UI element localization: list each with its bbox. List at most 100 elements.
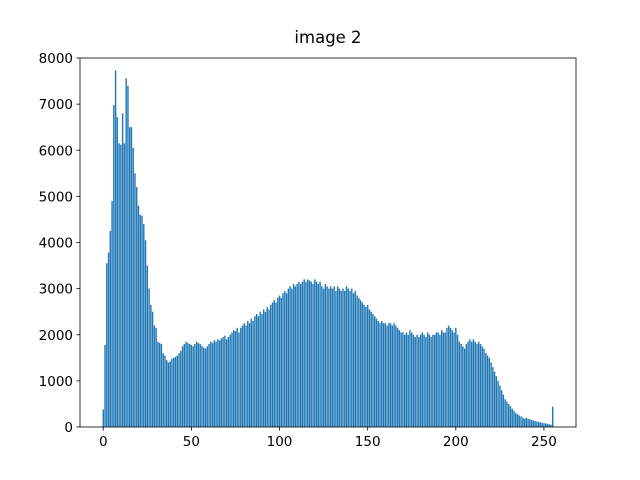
bar — [255, 313, 258, 427]
bar — [358, 297, 360, 427]
bar — [287, 288, 290, 427]
bar — [509, 406, 512, 427]
bar — [504, 399, 506, 427]
bar — [102, 409, 104, 427]
bar — [361, 302, 364, 427]
bar — [522, 417, 524, 427]
bar — [113, 105, 115, 428]
bar — [552, 406, 554, 427]
x-tick-label: 200 — [443, 434, 469, 450]
bar — [419, 334, 422, 427]
bar — [453, 332, 455, 427]
bar — [261, 313, 263, 427]
bar — [169, 361, 171, 427]
bar — [132, 147, 134, 427]
bar — [144, 240, 147, 427]
bar — [148, 288, 150, 427]
bar — [262, 309, 265, 427]
bar — [220, 338, 223, 427]
bar — [368, 309, 371, 427]
bar — [254, 316, 256, 427]
bar — [328, 288, 330, 427]
bar — [423, 334, 425, 427]
bar — [435, 332, 438, 427]
bar — [344, 290, 346, 427]
bar — [307, 279, 309, 427]
bar — [479, 343, 482, 427]
bar — [331, 288, 334, 427]
bar — [356, 295, 358, 427]
bar — [292, 284, 295, 427]
bar — [217, 339, 219, 427]
bar — [264, 311, 267, 427]
bar — [143, 224, 145, 427]
bar — [432, 334, 434, 427]
bar — [537, 421, 540, 427]
bar — [211, 343, 214, 427]
y-tick-label: 2000 — [39, 328, 73, 344]
x-tick-label: 250 — [531, 434, 557, 450]
bar — [395, 325, 397, 427]
bar — [363, 304, 365, 427]
bar — [492, 367, 494, 427]
bar — [277, 297, 279, 427]
bar — [336, 286, 339, 427]
bar — [442, 332, 445, 427]
bar — [515, 413, 517, 427]
bar — [483, 348, 485, 427]
bar — [446, 327, 448, 427]
y-tick-label: 7000 — [39, 97, 73, 113]
bar — [310, 281, 312, 427]
bar — [317, 284, 320, 427]
bar — [116, 117, 119, 427]
y-tick-label: 8000 — [39, 51, 73, 67]
bar — [493, 371, 496, 427]
bar — [523, 418, 526, 427]
bar — [178, 353, 180, 427]
bar — [463, 348, 466, 427]
bar — [284, 290, 286, 427]
bar — [150, 304, 152, 427]
bar — [511, 408, 513, 427]
bar — [409, 330, 411, 427]
bar — [470, 341, 473, 427]
bar — [476, 343, 478, 427]
bar — [352, 293, 355, 427]
bar — [329, 286, 332, 427]
bar — [218, 340, 221, 427]
bar — [128, 127, 131, 427]
bar — [354, 290, 357, 427]
bar — [440, 330, 443, 427]
bar — [241, 325, 244, 427]
bar — [294, 286, 297, 427]
bar — [456, 334, 459, 427]
bar — [444, 332, 446, 427]
bar — [507, 403, 510, 427]
bar — [312, 284, 314, 427]
bar — [530, 420, 533, 427]
bar — [213, 340, 216, 427]
bar — [289, 286, 291, 427]
bar — [388, 323, 390, 427]
bar — [174, 356, 177, 427]
bar — [248, 323, 251, 427]
bar — [478, 341, 480, 427]
bar — [250, 318, 253, 427]
bar — [516, 414, 519, 427]
bar — [231, 332, 233, 427]
bar — [308, 280, 311, 427]
bar — [391, 325, 394, 427]
bar — [398, 330, 401, 427]
bar — [232, 330, 235, 427]
bar — [127, 85, 129, 428]
bar — [335, 290, 337, 427]
bar — [204, 348, 207, 427]
bar — [157, 341, 159, 427]
bar — [425, 337, 427, 427]
bar — [462, 346, 464, 427]
bar — [275, 302, 277, 427]
bar — [203, 347, 205, 427]
bar — [525, 417, 528, 427]
bar — [366, 304, 369, 427]
bar — [173, 357, 175, 427]
